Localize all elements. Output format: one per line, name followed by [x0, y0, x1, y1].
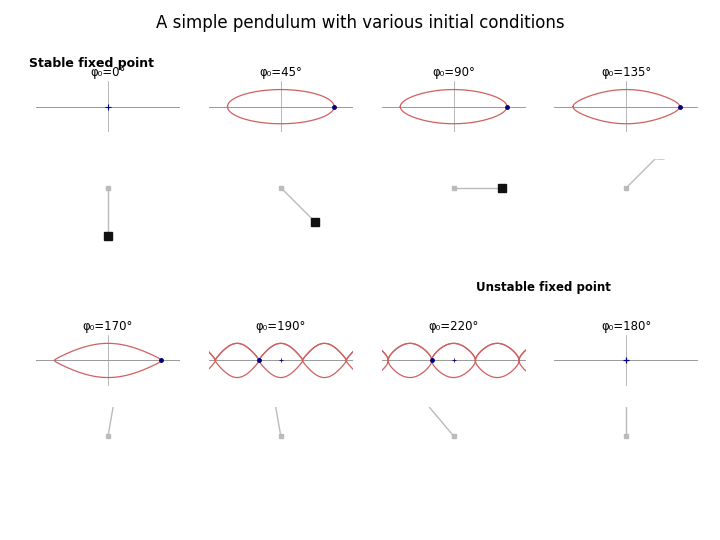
- Text: φ₀=180°: φ₀=180°: [601, 320, 652, 333]
- Text: φ₀=220°: φ₀=220°: [428, 320, 479, 333]
- Text: φ₀=135°: φ₀=135°: [601, 66, 652, 79]
- Text: φ₀=45°: φ₀=45°: [259, 66, 302, 79]
- Text: A simple pendulum with various initial conditions: A simple pendulum with various initial c…: [156, 14, 564, 31]
- Text: Stable fixed point: Stable fixed point: [29, 57, 154, 70]
- Text: φ₀=190°: φ₀=190°: [256, 320, 306, 333]
- Text: φ₀=0°: φ₀=0°: [90, 66, 126, 79]
- Text: φ₀=170°: φ₀=170°: [83, 320, 133, 333]
- Text: φ₀=90°: φ₀=90°: [432, 66, 475, 79]
- Text: Unstable fixed point: Unstable fixed point: [476, 281, 611, 294]
